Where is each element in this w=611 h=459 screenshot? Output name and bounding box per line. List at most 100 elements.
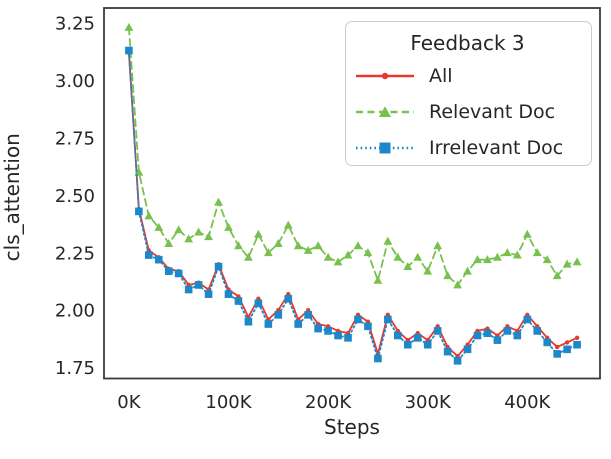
marker-square-irrelevant-doc (244, 317, 253, 326)
marker-triangle-relevant-doc (353, 241, 363, 250)
marker-triangle-relevant-doc (234, 241, 243, 250)
legend-sample-relevant-doc (356, 106, 414, 117)
marker-square-irrelevant-doc (503, 327, 512, 335)
y-tick-label: 2.00 (55, 301, 95, 322)
marker-triangle-relevant-doc (144, 211, 154, 220)
marker-triangle-relevant-doc (244, 252, 253, 261)
marker-triangle-relevant-doc (423, 266, 433, 275)
marker-triangle-relevant-doc (562, 259, 572, 268)
legend: Feedback 3 All Relevant Doc Irrelevant Doc (345, 21, 592, 166)
marker-triangle-relevant-doc (124, 22, 134, 31)
marker-square-irrelevant-doc (513, 331, 522, 340)
marker-square-irrelevant-doc (374, 354, 382, 363)
legend-sample-all (356, 72, 414, 80)
y-tick-label: 3.00 (55, 71, 95, 92)
marker-triangle-relevant-doc (273, 238, 283, 247)
y-tick-label: 3.25 (55, 13, 95, 34)
marker-square-irrelevant-doc (543, 338, 552, 347)
marker-square-irrelevant-doc (234, 297, 243, 305)
marker-triangle-relevant-doc (164, 238, 174, 247)
marker-square-irrelevant-doc (463, 345, 472, 354)
marker-square-irrelevant-doc (174, 269, 183, 278)
marker-triangle-relevant-doc (303, 245, 313, 254)
legend-entry-all: All (354, 58, 581, 94)
legend-sample-irrelevant-doc (356, 142, 414, 154)
marker-triangle-relevant-doc (552, 271, 562, 280)
marker-square-irrelevant-doc (364, 322, 372, 331)
marker-square-irrelevant-doc (254, 299, 263, 308)
marker-square-irrelevant-doc (473, 331, 482, 340)
series-line-relevant-doc (127, 26, 578, 287)
marker-square-irrelevant-doc (453, 357, 462, 365)
marker-circle-all (564, 340, 570, 345)
marker-circle-all (554, 344, 560, 350)
x-tick-label: 200K (305, 392, 352, 413)
plot-area-spines (103, 7, 601, 380)
marker-triangle-relevant-doc (263, 248, 273, 257)
x-tick-label: 300K (405, 392, 452, 413)
marker-triangle-relevant-doc (373, 275, 383, 284)
marker-square-irrelevant-doc (493, 336, 502, 344)
marker-triangle-relevant-doc (333, 257, 343, 266)
y-tick-label: 2.75 (55, 128, 95, 149)
marker-square-irrelevant-doc (204, 290, 213, 298)
marker-square-irrelevant-doc (274, 311, 283, 319)
marker-square-irrelevant-doc (553, 350, 561, 358)
legend-title: Feedback 3 (410, 31, 525, 55)
marker-triangle-relevant-doc (154, 222, 164, 231)
legend-label-irrelevant-doc: Irrelevant Doc (429, 137, 564, 159)
marker-square-irrelevant-doc (125, 46, 133, 55)
legend-entry-irrelevant-doc: Irrelevant Doc (354, 130, 581, 166)
marker-triangle-relevant-doc (184, 234, 194, 243)
marker-square-irrelevant-doc (394, 331, 402, 340)
y-tick-label: 2.25 (55, 243, 95, 264)
marker-triangle-relevant-doc (174, 225, 184, 234)
marker-triangle-relevant-doc (522, 229, 532, 238)
legend-label-all: All (429, 65, 453, 87)
marker-triangle-relevant-doc (502, 248, 512, 257)
marker-square-irrelevant-doc (483, 329, 492, 338)
y-tick-label: 2.50 (55, 186, 95, 207)
y-tick-label: 1.75 (55, 358, 95, 379)
marker-square-irrelevant-doc (443, 347, 452, 356)
marker-triangle-relevant-doc (293, 241, 303, 250)
marker-square-irrelevant-doc (184, 285, 193, 294)
marker-triangle-relevant-doc (493, 252, 502, 261)
marker-square-irrelevant-doc (264, 320, 273, 328)
marker-triangle-relevant-doc (383, 236, 393, 245)
marker-square-irrelevant-doc (563, 345, 571, 354)
marker-square-irrelevant-doc (154, 255, 163, 264)
series-line-irrelevant-doc (127, 49, 578, 363)
legend-marker-relevant-doc (379, 106, 391, 117)
marker-triangle-relevant-doc (433, 241, 443, 250)
marker-triangle-relevant-doc (313, 241, 323, 250)
marker-square-irrelevant-doc (324, 327, 332, 335)
marker-triangle-relevant-doc (483, 255, 492, 264)
marker-square-irrelevant-doc (533, 327, 542, 335)
marker-triangle-relevant-doc (253, 229, 263, 238)
marker-triangle-relevant-doc (204, 232, 213, 241)
legend-marker-all (381, 72, 389, 80)
x-tick-label: 400K (504, 392, 551, 413)
x-axis-label: Steps (324, 415, 380, 439)
marker-square-irrelevant-doc (284, 294, 293, 303)
marker-triangle-relevant-doc (283, 220, 293, 229)
marker-square-irrelevant-doc (145, 251, 153, 259)
marker-square-irrelevant-doc (573, 340, 581, 349)
marker-triangle-relevant-doc (214, 197, 223, 206)
marker-square-irrelevant-doc (224, 290, 233, 298)
legend-label-relevant-doc: Relevant Doc (429, 101, 556, 123)
legend-rows: All Relevant Doc Irrelevant Doc (354, 58, 581, 166)
marker-triangle-relevant-doc (572, 257, 582, 266)
legend-entry-relevant-doc: Relevant Doc (354, 94, 581, 130)
marker-triangle-relevant-doc (393, 252, 403, 261)
marker-square-irrelevant-doc (354, 315, 362, 324)
marker-triangle-relevant-doc (542, 255, 552, 264)
marker-square-irrelevant-doc (384, 315, 392, 324)
marker-circle-all (574, 335, 580, 341)
series-line-all (127, 51, 578, 358)
y-axis-label: cls_attention (0, 133, 24, 261)
marker-triangle-relevant-doc (443, 271, 453, 280)
marker-square-irrelevant-doc (403, 340, 412, 349)
